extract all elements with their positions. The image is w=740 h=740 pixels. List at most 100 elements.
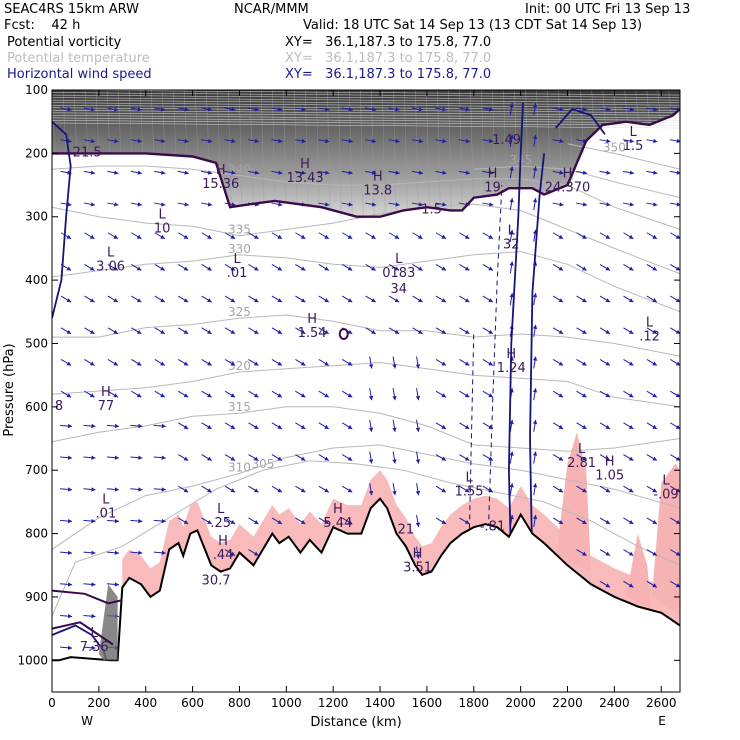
wind-arrow-head [509,293,514,298]
wind-arrow-head [67,487,73,492]
high-marker: H [488,166,498,181]
wind-arrow-head [207,520,212,524]
wind-arrow-head [465,107,470,112]
wind-arrow-head [415,522,421,527]
wind-arrow-head [278,138,283,144]
chart-header: SEAC4RS 15km ARW NCAR/MMM Init: 00 UTC F… [0,0,740,90]
low-marker: L [233,252,241,267]
plot-frame [51,89,681,693]
pv-streak [205,90,210,161]
high-marker: H [300,157,310,172]
wind-arrow-head [89,329,95,334]
wind-arrow-head [488,234,493,239]
wind-arrow-head [161,550,166,555]
wind-arrow-head [465,138,470,144]
y-axis-label: Pressure (hPa) [2,343,17,436]
wind-arrow-head [418,234,423,239]
x-tick-label: 1000 [271,696,302,710]
wind-arrow-head [67,550,73,555]
wind-arrow-head [136,266,142,271]
wind-arrow-head [605,266,610,271]
wind-arrow-head [160,361,165,366]
wind-arrow-head [114,170,119,175]
wind-arrow-head [441,234,446,239]
wind-arrow-head [395,170,400,175]
x-tick-label: 2000 [505,696,536,710]
wind-arrow-head [113,234,118,239]
x-tick-label: 1400 [365,696,396,710]
surface-pv-maximum [98,584,118,661]
wind-arrow-head [348,170,353,175]
wind-arrow-head [324,456,329,461]
wind-arrow-head [652,551,657,556]
wind-arrow-head [464,361,470,366]
wind-arrow-head [136,361,142,366]
y-tick-label: 400 [25,273,48,287]
pv-layer-line [52,117,680,124]
wind-arrow-head [67,138,72,144]
wind-arrow-head [161,423,166,429]
wind-arrow-head [207,361,212,366]
contour-value-label: -.81 [480,519,505,534]
wind-arrow-head [113,393,118,398]
wind-arrow-head [324,266,329,271]
wind-arrow-head [183,488,189,493]
wind-arrow-head [652,583,657,588]
wind-arrow-head [532,419,538,425]
wind-arrow-head [675,424,680,429]
wind-arrow-head [582,234,587,239]
wind-arrow-head [392,490,397,496]
wind-arrow-head [114,550,119,555]
y-tick-label: 800 [25,527,48,541]
wind-arrow-head [160,234,165,239]
pv-streak [360,90,364,217]
wind-arrow-head [675,583,680,588]
wind-arrow-head [605,583,610,588]
extremum-value: 5.44 [323,516,352,531]
wind-arrow-head [558,234,564,239]
wind-arrow-head [509,198,514,203]
wind-arrow-head [559,138,564,144]
y-tick-label: 1000 [17,653,48,667]
wind-arrow-head [675,551,680,556]
wind-arrow-head [441,488,446,493]
wind-arrow-head [230,520,236,524]
low-marker: L [465,471,473,486]
wind-arrow-head [415,364,421,369]
theta-line [52,444,680,550]
extremum-value: 0183 [382,266,415,281]
wind-arrow-head [67,582,73,587]
theta-line [52,314,680,357]
wind-arrow-head [653,170,658,175]
contour-value-label: 30.7 [202,573,231,588]
wind-arrow-head [137,202,142,207]
wind-arrow-head [582,520,587,524]
field-wind-xy: XY= 36.1,187.3 to 175.8, 77.0 [285,67,492,82]
wind-arrow-head [605,298,610,303]
wind-arrow-head [605,520,610,524]
wind-arrow-head [277,329,282,334]
pv-streak [305,90,309,206]
wind-arrow-head [207,298,212,303]
wind-arrow-head [207,393,212,398]
wind-arrow-head [254,424,259,429]
pv-contours [52,108,680,646]
high-marker: H [333,502,343,517]
extremum-value: 10 [154,222,171,237]
wind-arrow-head [441,266,446,271]
wind-arrow-head [489,138,494,144]
wind-arrow-head [368,459,374,464]
wind-arrow-head [488,329,493,334]
pv-surface-contour [52,589,123,605]
wind-arrow-head [629,202,634,207]
wind-arrow-head [300,520,306,524]
wind-arrow-head [91,423,96,429]
wind-arrow-head [66,298,72,303]
wind-arrow-head [137,138,142,144]
wind-arrow-head [230,551,236,556]
wind-arrow-head [89,266,95,271]
wind-arrow-head [66,361,72,366]
wind-arrow-head [91,550,96,555]
wind-arrow-head [441,329,446,334]
wind-arrow-head [532,451,538,456]
